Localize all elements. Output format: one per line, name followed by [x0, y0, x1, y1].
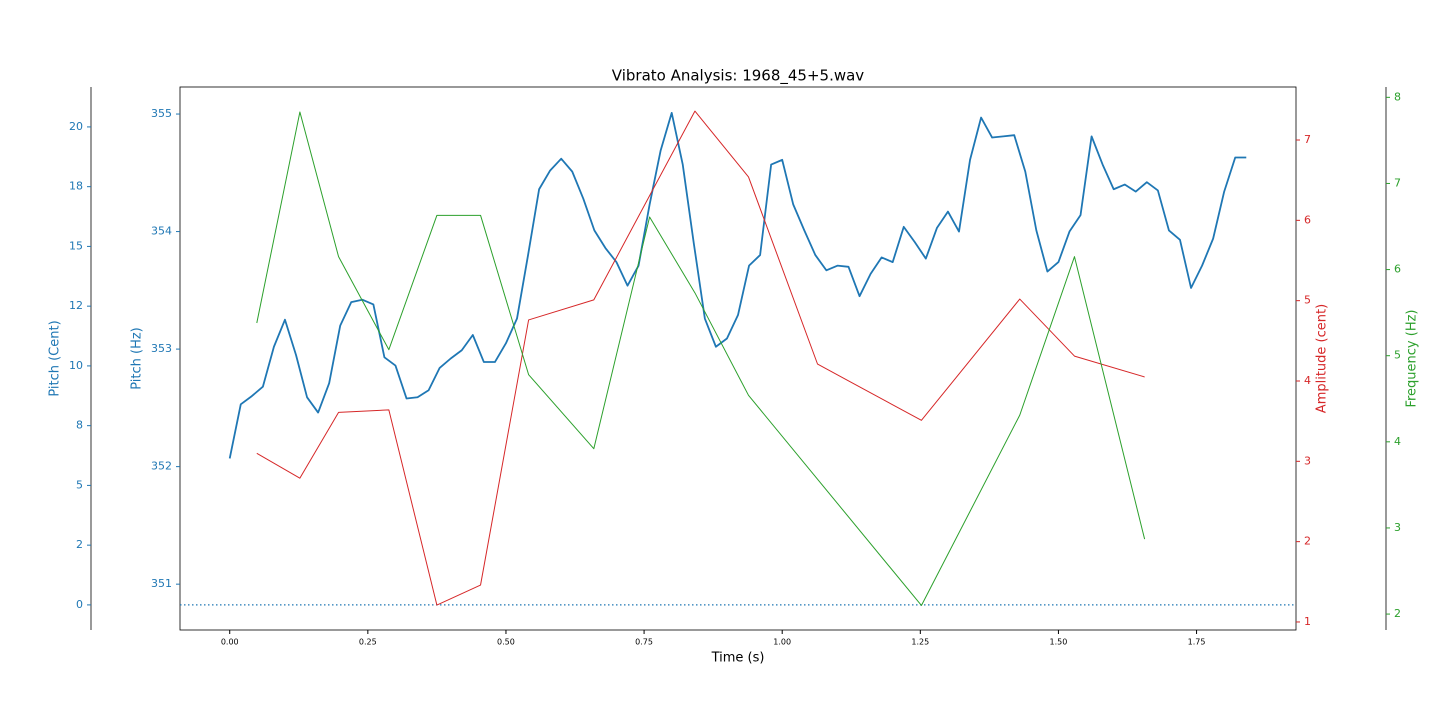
y-tick-label: 351	[151, 577, 172, 590]
x-tick-label: 0.00	[221, 638, 239, 647]
y-tick-label: 5	[1394, 349, 1401, 362]
y-tick-label: 4	[1304, 374, 1311, 387]
y-axis-label: Pitch (Cent)	[48, 320, 63, 396]
x-tick-label: 0.75	[635, 638, 653, 647]
y-axis-label: Pitch (Hz)	[130, 327, 145, 390]
y-tick-label: 10	[69, 359, 83, 372]
y-tick-label: 8	[1394, 90, 1401, 103]
x-axis-label: Time (s)	[711, 651, 765, 666]
y-tick-label: 7	[1304, 133, 1311, 146]
y-tick-label: 1	[1304, 615, 1311, 628]
series-line	[256, 111, 1146, 606]
y-tick-label: 20	[69, 120, 83, 133]
x-tick-label: 0.25	[359, 638, 377, 647]
plot-frame	[179, 86, 1297, 631]
x-tick-label: 1.25	[911, 638, 929, 647]
x-tick-label: 1.50	[1050, 638, 1068, 647]
y-tick-label: 352	[151, 460, 172, 473]
y-tick-label: 2	[1394, 607, 1401, 620]
y-tick-label: 12	[69, 299, 83, 312]
x-tick-label: 1.75	[1188, 638, 1206, 647]
y-tick-label: 2	[76, 538, 83, 551]
y-tick-label: 5	[1304, 294, 1311, 307]
series-line	[256, 110, 1145, 606]
y-tick-label: 0	[76, 598, 83, 611]
y-tick-label: 3	[1394, 521, 1401, 534]
y-tick-label: 18	[69, 180, 83, 193]
y-axis-label: Frequency (Hz)	[1405, 309, 1420, 407]
y-tick-label: 15	[69, 239, 83, 252]
y-tick-label: 353	[151, 342, 172, 355]
y-tick-label: 355	[151, 107, 172, 120]
x-tick-label: 0.50	[497, 638, 515, 647]
y-axis-label: Amplitude (cent)	[1315, 304, 1330, 413]
y-tick-label: 7	[1394, 176, 1401, 189]
chart-title: Vibrato Analysis: 1968_45+5.wav	[612, 67, 865, 86]
y-tick-label: 8	[76, 419, 83, 432]
y-tick-label: 6	[1304, 213, 1311, 226]
y-tick-label: 3	[1304, 454, 1311, 467]
y-tick-label: 4	[1394, 435, 1401, 448]
x-tick-label: 1.00	[773, 638, 791, 647]
series-line	[228, 111, 1247, 459]
y-tick-label: 2	[1304, 535, 1311, 548]
y-tick-label: 5	[76, 478, 83, 491]
y-tick-label: 354	[151, 225, 172, 238]
y-tick-label: 6	[1394, 263, 1401, 276]
